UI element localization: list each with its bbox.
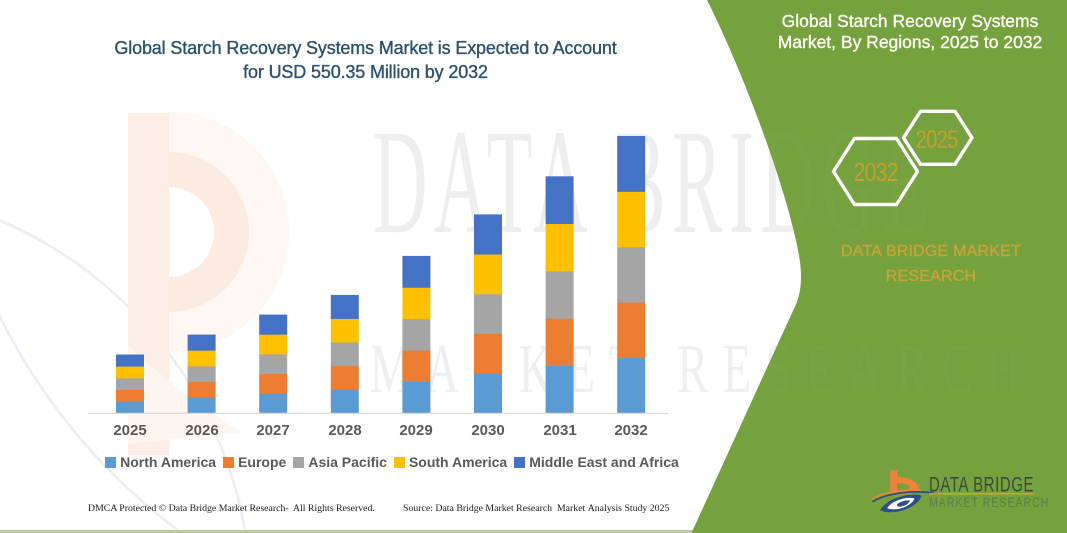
svg-text:MARKET RESEARCH: MARKET RESEARCH	[929, 494, 1049, 510]
svg-text:2032: 2032	[854, 158, 899, 188]
svg-text:2025: 2025	[916, 125, 958, 153]
svg-text:MARKET RESEARCH: MARKET RESEARCH	[370, 331, 1035, 408]
svg-text:DATA BRIDGE: DATA BRIDGE	[929, 472, 1034, 496]
